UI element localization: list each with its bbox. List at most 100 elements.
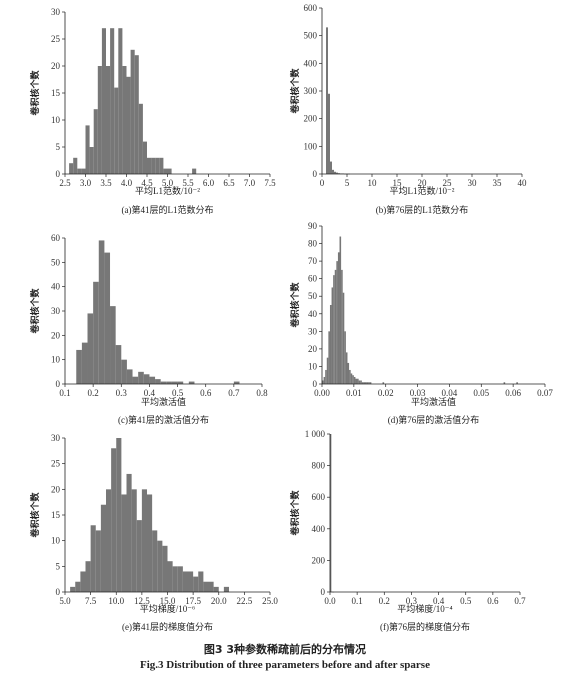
x-tick-label: 5.0 (59, 596, 71, 606)
histogram-bar (81, 168, 86, 174)
histogram-bar (110, 28, 115, 175)
x-tick-label: 10.0 (108, 596, 124, 606)
histogram-bar (100, 504, 107, 592)
x-tick-label: 0.6 (200, 388, 212, 398)
histogram-bar (203, 581, 209, 592)
y-tick-label: 20 (51, 484, 61, 494)
histogram-bar (167, 168, 172, 174)
y-tick-label: 800 (312, 461, 326, 471)
histogram-bar (114, 87, 119, 174)
panel-c-activation-layer41: 0.1 0.2 0.3 0.4 0.5 0.6 0.7 0.8 0 10 20 30 40 50 60 卷积核… (29, 233, 268, 425)
histogram-bar (122, 66, 127, 174)
y-tick-label: 200 (304, 114, 318, 124)
x-tick-label: 0.7 (228, 388, 240, 398)
histogram-bar (341, 269, 343, 384)
x-tick-label: 0.04 (442, 388, 458, 398)
histogram-bar (325, 369, 327, 384)
histogram-bar (332, 169, 334, 174)
histogram-bar (177, 566, 183, 592)
x-tick-label: 0 (320, 178, 325, 188)
y-tick-label: 30 (51, 306, 61, 316)
histogram-bar (162, 545, 168, 592)
histogram-bar (322, 380, 324, 384)
y-tick-label: 10 (51, 536, 61, 546)
x-tick-label: 7.5 (85, 596, 97, 606)
histogram-bar (192, 168, 197, 174)
x-tick-label: 0.05 (473, 388, 489, 398)
histogram-bar (503, 382, 506, 384)
histogram-bar (334, 269, 337, 384)
panel-e-gradient-layer41: 5.0 7.5 10.0 12.5 15.0 17.5 20.0 22.5 25.0 0 5 10 15… (29, 433, 278, 632)
histogram-bar (360, 380, 362, 384)
y-tick-label: 0 (321, 587, 326, 597)
x-axis-label: 平均L1范数/10⁻² (135, 185, 200, 196)
x-tick-label: 0.4 (144, 388, 156, 398)
histogram-bar (93, 281, 99, 384)
x-tick-label: 3.5 (100, 178, 112, 188)
histogram-bar (213, 586, 219, 592)
x-axis-label: 平均梯度/10⁻⁶ (140, 603, 195, 614)
x-tick-label: 0.1 (352, 596, 363, 606)
x-tick-label: 0.0 (324, 596, 336, 606)
y-tick-label: 15 (51, 510, 61, 520)
histogram-bar (353, 376, 356, 384)
y-tick-label: 50 (51, 257, 61, 267)
figure-caption-chinese: 图3 3种参数稀疏前后的分布情况 (203, 643, 367, 656)
histogram-bar (368, 382, 370, 384)
y-tick-label: 25 (51, 459, 61, 469)
histogram-bar (130, 49, 135, 174)
x-tick-label: 15 (393, 178, 403, 188)
histogram-bar (355, 378, 358, 384)
x-tick-label: 4.0 (121, 178, 133, 188)
x-tick-label: 2.5 (59, 178, 71, 188)
y-tick-label: 80 (308, 239, 318, 249)
histogram-bar (334, 171, 336, 174)
x-tick-label: 3.0 (80, 178, 92, 188)
y-tick-label: 60 (308, 274, 318, 284)
x-tick-label: 25 (443, 178, 453, 188)
x-tick-label: 0.00 (314, 388, 330, 398)
histogram-bar (106, 489, 112, 592)
y-tick-label: 400 (304, 58, 318, 68)
histogram-bar (77, 168, 82, 174)
histogram-bar (382, 382, 385, 384)
y-tick-label: 1 000 (305, 429, 326, 439)
histogram-bar (357, 378, 359, 384)
histogram-bar (159, 157, 164, 174)
histogram-bar (69, 163, 74, 174)
figure-caption-english: Fig.3 Distribution of three parameters b… (140, 659, 430, 671)
x-tick-label: 0.6 (487, 596, 499, 606)
y-tick-label: 30 (308, 326, 318, 336)
subplot-caption: (e)第41层的梯度值分布 (122, 621, 213, 632)
y-tick-label: 25 (51, 34, 61, 44)
histogram-bar (70, 586, 76, 592)
x-tick-label: 0.5 (172, 388, 184, 398)
histogram-bar (155, 379, 161, 384)
histogram-bar (101, 28, 106, 175)
histogram-bar (111, 448, 117, 592)
y-axis-label: 卷积核个数 (29, 70, 40, 117)
histogram-bar (358, 380, 361, 384)
x-tick-label: 22.5 (237, 596, 253, 606)
x-tick-label: 7.0 (244, 178, 256, 188)
histogram-bar (143, 374, 150, 384)
y-axis-label: 卷积核个数 (289, 68, 300, 115)
histogram-bar (160, 381, 167, 384)
y-tick-label: 20 (308, 344, 318, 354)
histogram-bar (208, 581, 214, 592)
y-tick-label: 100 (304, 141, 318, 151)
histogram-bar (233, 381, 240, 384)
x-tick-label: 0.7 (514, 596, 526, 606)
histogram-bar (328, 331, 330, 384)
x-tick-label: 0.8 (256, 388, 268, 398)
x-tick-label: 5 (345, 178, 350, 188)
histogram-bar (132, 376, 139, 384)
y-axis-label: 卷积核个数 (29, 288, 40, 335)
y-tick-label: 10 (51, 115, 61, 125)
y-tick-label: 0 (313, 169, 318, 179)
histogram-bar (167, 561, 173, 592)
histogram-bar (106, 66, 111, 174)
histogram-bar (152, 530, 158, 592)
x-axis-label: 平均激活值 (411, 396, 456, 407)
y-tick-label: 500 (304, 31, 318, 41)
